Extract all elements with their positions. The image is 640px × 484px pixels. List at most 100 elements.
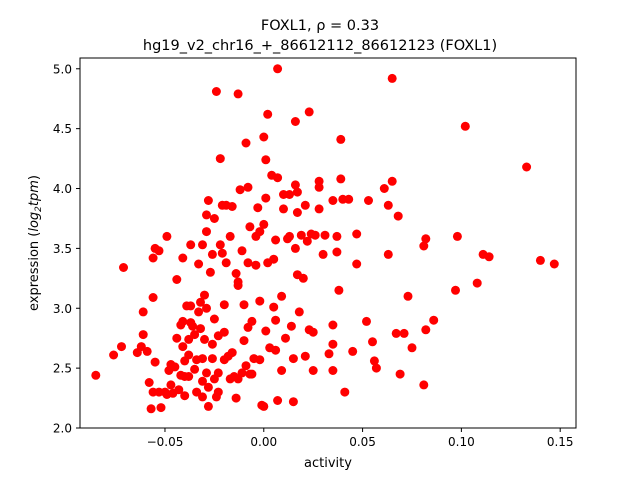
data-point — [200, 334, 209, 344]
data-point — [255, 355, 265, 365]
data-point — [324, 349, 334, 359]
y-axis-label-log: log — [27, 212, 42, 232]
data-point — [451, 285, 460, 295]
data-point — [225, 231, 235, 241]
data-point — [300, 351, 310, 361]
data-point — [239, 336, 249, 346]
data-point — [332, 231, 342, 241]
data-point — [328, 196, 338, 205]
data-point — [334, 285, 344, 295]
data-point — [203, 401, 213, 411]
data-point — [178, 316, 188, 326]
data-point — [253, 203, 263, 213]
x-tick-label: 0.05 — [349, 435, 376, 449]
data-point — [340, 387, 350, 397]
data-point — [271, 315, 281, 325]
data-point — [387, 176, 397, 186]
data-point — [288, 354, 298, 364]
x-tick-label: 0.00 — [250, 435, 277, 449]
data-point — [261, 155, 271, 165]
data-point — [320, 230, 330, 240]
y-tick-label: 3.5 — [53, 242, 72, 256]
data-point — [172, 275, 182, 284]
data-point — [148, 253, 158, 263]
y-axis-label: expression (log2tpm) — [27, 175, 44, 311]
data-point — [296, 230, 306, 240]
data-point — [239, 300, 249, 310]
data-point — [202, 227, 211, 237]
data-point — [294, 307, 304, 317]
y-tick-label: 3.0 — [53, 302, 72, 316]
data-point — [198, 354, 207, 364]
data-point — [148, 293, 158, 302]
data-point — [186, 301, 196, 311]
data-point — [211, 87, 221, 96]
data-point — [245, 222, 255, 232]
data-point — [200, 290, 209, 300]
data-point — [150, 357, 160, 367]
data-point — [162, 231, 172, 241]
data-point — [328, 366, 338, 375]
data-point — [314, 182, 324, 192]
data-point — [196, 324, 205, 334]
data-point — [383, 200, 393, 210]
data-point — [255, 296, 265, 306]
data-point — [403, 291, 413, 301]
data-point — [221, 258, 231, 268]
data-point — [109, 350, 119, 360]
data-point — [290, 180, 300, 190]
data-point — [146, 404, 156, 414]
data-point — [231, 393, 241, 403]
data-point — [170, 362, 180, 372]
data-point — [243, 182, 253, 192]
data-point — [421, 234, 431, 244]
data-point — [421, 325, 431, 335]
data-point — [215, 154, 225, 164]
data-point — [277, 366, 287, 375]
data-point — [202, 303, 211, 313]
data-point — [203, 382, 213, 392]
data-point — [251, 260, 261, 270]
scatter-points — [91, 64, 559, 414]
data-point — [154, 246, 164, 256]
data-point — [119, 263, 128, 272]
data-point — [304, 107, 314, 117]
data-point — [231, 269, 241, 278]
data-point — [202, 210, 211, 220]
data-point — [227, 202, 237, 211]
data-point — [387, 73, 397, 83]
data-point — [259, 132, 269, 142]
data-point — [198, 376, 207, 386]
data-point — [178, 253, 188, 263]
y-axis-label-prefix: expression ( — [27, 232, 42, 311]
data-point — [241, 361, 251, 371]
y-tick-label: 4.0 — [53, 182, 72, 196]
data-point — [213, 387, 223, 397]
data-point — [308, 327, 318, 337]
data-point — [452, 231, 462, 241]
data-point — [194, 259, 204, 269]
data-point — [219, 327, 229, 337]
data-point — [273, 173, 283, 183]
data-point — [207, 249, 217, 259]
data-point — [207, 354, 217, 364]
data-point — [178, 342, 188, 352]
data-point — [233, 89, 243, 99]
data-point — [419, 241, 429, 251]
data-point — [535, 255, 545, 265]
data-point — [271, 345, 281, 355]
data-point — [213, 368, 223, 378]
data-point — [186, 240, 196, 250]
y-tick-label: 2.0 — [53, 422, 72, 436]
data-point — [273, 64, 283, 74]
data-point — [233, 281, 243, 290]
y-tick-label: 4.5 — [53, 122, 72, 136]
data-point — [288, 397, 298, 407]
chart-title-line1: FOXL1, ρ = 0.33 — [261, 18, 379, 34]
data-point — [379, 184, 389, 193]
data-point — [318, 249, 328, 259]
data-point — [196, 297, 205, 307]
data-point — [308, 366, 318, 375]
data-point — [286, 321, 296, 331]
